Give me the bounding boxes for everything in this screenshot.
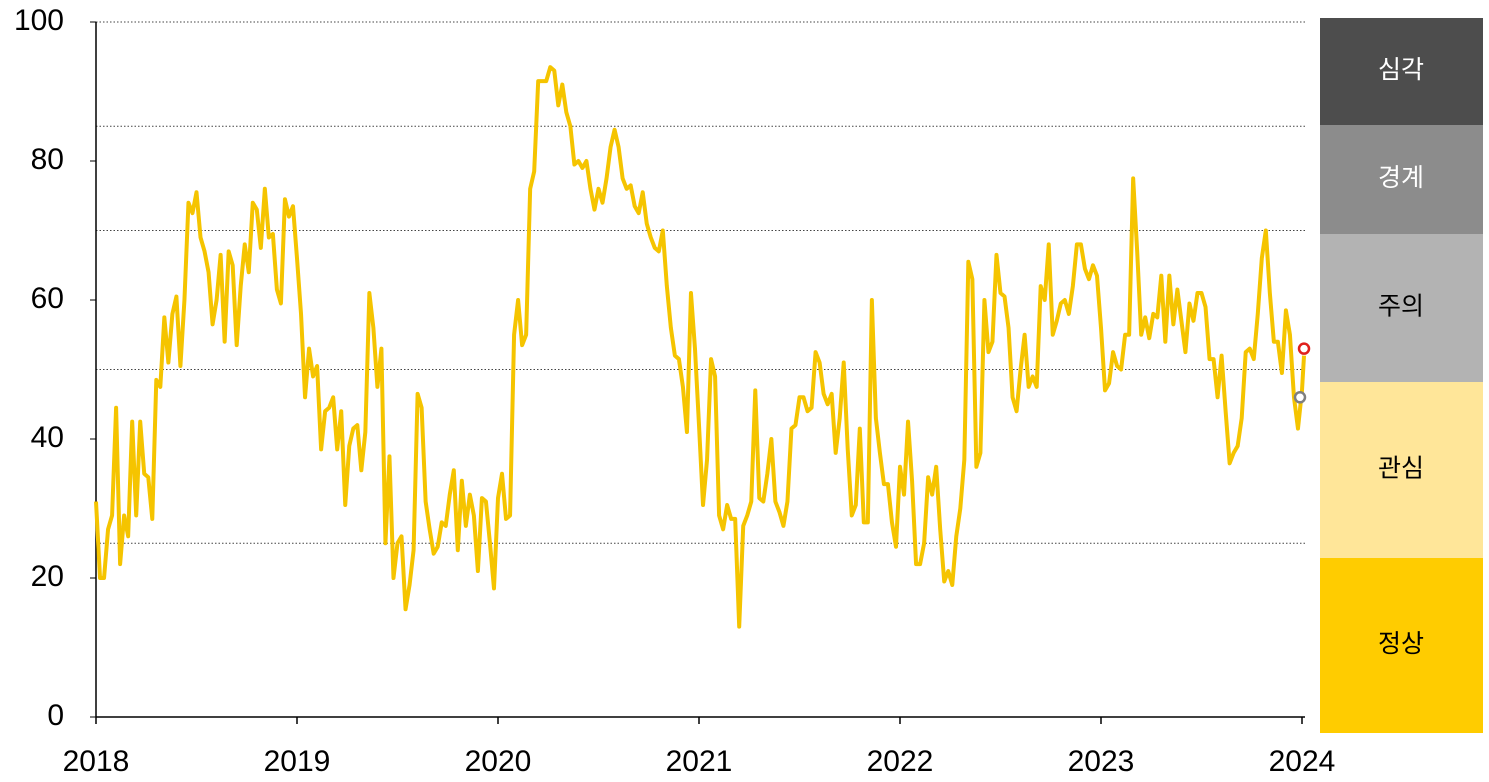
y-tick-label: 100 xyxy=(14,4,64,37)
x-tick-label: 2019 xyxy=(264,745,331,778)
x-tick-label: 2024 xyxy=(1269,745,1336,778)
y-tick-label: 40 xyxy=(31,421,64,454)
level-label: 주의 xyxy=(1378,293,1424,321)
point-marker xyxy=(1293,391,1307,404)
level-band xyxy=(1320,558,1483,733)
level-label: 심각 xyxy=(1378,56,1424,84)
x-tick-label: 2020 xyxy=(465,745,532,778)
level-band xyxy=(1320,125,1483,234)
level-band xyxy=(1320,234,1483,382)
x-tick-label: 2022 xyxy=(867,745,934,778)
level-label: 경계 xyxy=(1378,164,1424,192)
point-marker xyxy=(1297,342,1311,355)
level-label: 관심 xyxy=(1378,455,1424,483)
x-tick-label: 2018 xyxy=(63,745,130,778)
x-tick-label: 2021 xyxy=(666,745,733,778)
data-line xyxy=(94,65,1307,629)
x-tick-label: 2023 xyxy=(1068,745,1135,778)
y-tick-label: 20 xyxy=(31,560,64,593)
level-band xyxy=(1320,18,1483,125)
level-label: 정상 xyxy=(1378,630,1424,658)
y-tick-label: 0 xyxy=(47,699,64,732)
level-band xyxy=(1320,382,1483,558)
y-tick-label: 60 xyxy=(31,282,64,315)
y-tick-label: 80 xyxy=(31,143,64,176)
